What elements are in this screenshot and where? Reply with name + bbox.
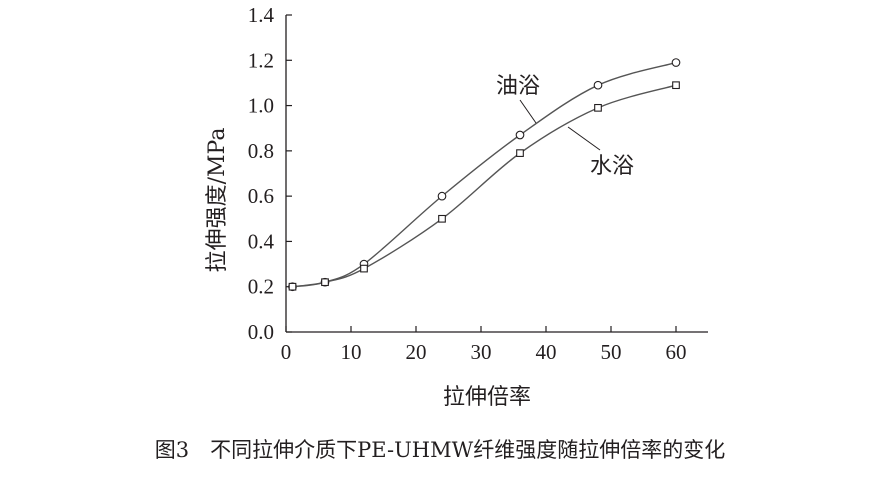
- x-axis-label: 拉伸倍率: [443, 385, 531, 410]
- y-tick-label: 0.8: [248, 139, 274, 163]
- series-label-oil: 油浴: [496, 74, 540, 99]
- data-point-square: [516, 149, 524, 157]
- x-tick-label: 0: [281, 340, 292, 364]
- series-line-1: [292, 84, 677, 288]
- data-point-square: [672, 81, 680, 90]
- y-tick-label: 1.4: [248, 3, 275, 27]
- figure-caption: 图3 不同拉伸介质下PE-UHMW纤维强度随拉伸倍率的变化: [155, 438, 725, 462]
- leader-line-oil: [519, 99, 537, 124]
- y-tick-label: 1.2: [248, 48, 274, 72]
- x-tick-label: 20: [406, 340, 427, 364]
- data-point-square: [288, 282, 297, 291]
- y-tick-label: 0.4: [248, 229, 275, 253]
- y-axis-label: 拉伸强度/MPa: [205, 128, 230, 273]
- x-tick-label: 40: [536, 340, 557, 364]
- data-point-square: [438, 214, 446, 223]
- y-tick-label: 1.0: [248, 94, 274, 118]
- x-tick-label: 50: [601, 340, 622, 364]
- x-tick-label: 30: [471, 340, 492, 364]
- data-point-square: [360, 264, 368, 273]
- x-tick-label: 60: [666, 340, 687, 364]
- y-tick-label: 0.2: [248, 275, 274, 299]
- data-point-square: [321, 278, 329, 287]
- leader-line-water: [567, 126, 601, 151]
- data-point-circle: [515, 130, 525, 140]
- data-point-circle: [593, 80, 603, 90]
- y-tick-label: 0.0: [248, 320, 274, 344]
- data-point-circle: [671, 58, 681, 67]
- data-point-circle: [437, 191, 447, 201]
- y-tick-label: 0.6: [248, 184, 274, 208]
- x-tick-label: 10: [341, 340, 362, 364]
- data-point-square: [594, 103, 602, 112]
- series-label-water: 水浴: [590, 154, 634, 179]
